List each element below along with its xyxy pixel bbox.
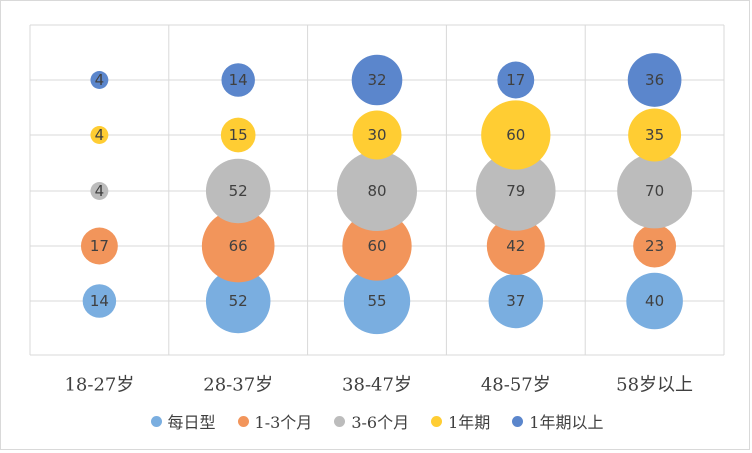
bubble-label-s4-c0: 4 xyxy=(95,71,105,89)
bubble-s3-c0 xyxy=(90,126,109,144)
bubble-label-s1-c0: 17 xyxy=(90,237,109,255)
bubble-label-s0-c2: 55 xyxy=(367,292,386,310)
bubble-label-s2-c1: 52 xyxy=(229,182,248,200)
bubble-s0-c1 xyxy=(205,268,271,334)
bubble-s2-c4 xyxy=(617,153,693,229)
bubbles xyxy=(80,53,693,335)
legend-item-3: 1年期 xyxy=(431,409,490,433)
bubble-s1-c3 xyxy=(486,217,545,275)
bubble-label-s2-c2: 80 xyxy=(367,182,386,200)
bubble-label-s4-c3: 17 xyxy=(506,71,525,89)
bubble-s3-c3 xyxy=(481,100,551,170)
legend: 每日型 1-3个月 3-6个月 1年期 1年期以上 xyxy=(1,409,752,433)
bubble-s1-c0 xyxy=(80,227,118,265)
bubble-s4-c2 xyxy=(351,54,403,106)
bubble-label-s2-c0: 4 xyxy=(95,182,105,200)
bubble-label-s4-c4: 36 xyxy=(645,71,664,89)
bubble-s0-c2 xyxy=(343,267,411,335)
legend-swatch-0 xyxy=(150,415,162,427)
bubble-label-s3-c1: 15 xyxy=(229,126,248,144)
legend-item-4: 1年期以上 xyxy=(512,409,603,433)
bubble-label-s3-c2: 30 xyxy=(367,126,386,144)
x-tick-label-3: 48-57岁 xyxy=(481,375,551,396)
x-tick-label-4: 58岁以上 xyxy=(616,375,693,396)
bubble-s2-c2 xyxy=(337,151,417,231)
legend-label-0: 每日型 xyxy=(167,413,216,432)
legend-label-1: 1-3个月 xyxy=(254,413,313,432)
bubble-label-s3-c0: 4 xyxy=(95,126,105,144)
bubble-s0-c0 xyxy=(82,284,117,318)
legend-label-4: 1年期以上 xyxy=(529,413,604,432)
bubble-label-s3-c4: 35 xyxy=(645,126,664,144)
x-tick-label-2: 38-47岁 xyxy=(342,375,412,396)
bubble-label-s1-c4: 23 xyxy=(645,237,664,255)
legend-swatch-2 xyxy=(334,415,346,427)
bubble-s1-c1 xyxy=(201,209,275,283)
bubble-s3-c4 xyxy=(628,108,682,162)
x-tick-label-0: 18-27岁 xyxy=(64,375,134,396)
legend-item-1: 1-3个月 xyxy=(237,409,313,433)
bubble-s4-c1 xyxy=(221,63,255,97)
bubble-label-s2-c4: 70 xyxy=(645,182,664,200)
legend-item-2: 3-6个月 xyxy=(334,409,409,433)
bubble-labels: 14 52 55 37 40 17 66 60 42 23 4 52 80 79 70 4 15 30 60 35 4 1… xyxy=(90,71,664,310)
bubble-s2-c3 xyxy=(476,151,556,231)
bubble-label-s0-c3: 37 xyxy=(506,292,525,310)
x-tick-label-1: 28-37岁 xyxy=(203,375,273,396)
bubble-s4-c4 xyxy=(627,53,682,107)
legend-label-3: 1年期 xyxy=(448,413,491,432)
bubble-s3-c1 xyxy=(220,117,256,153)
bubble-s3-c2 xyxy=(352,110,402,160)
legend-swatch-3 xyxy=(431,415,443,427)
bubble-label-s0-c4: 40 xyxy=(645,292,664,310)
legend-swatch-4 xyxy=(512,415,524,427)
legend-swatch-1 xyxy=(237,415,249,427)
bubble-s2-c0 xyxy=(90,182,109,200)
x-axis-ticks: 18-27岁 28-37岁 38-47岁 48-57岁 58岁以上 xyxy=(64,375,693,396)
bubble-label-s2-c3: 79 xyxy=(506,182,525,200)
bubble-s2-c1 xyxy=(205,158,271,224)
legend-item-0: 每日型 xyxy=(150,409,216,433)
bubble-s4-c3 xyxy=(497,61,535,99)
bubble-s0-c3 xyxy=(488,273,543,329)
bubble-s0-c4 xyxy=(626,272,683,330)
bubble-label-s3-c3: 60 xyxy=(506,126,525,144)
bubble-label-s0-c0: 14 xyxy=(90,292,109,310)
bubble-s1-c4 xyxy=(633,224,677,268)
bubble-s1-c2 xyxy=(342,211,412,281)
bubble-label-s0-c1: 52 xyxy=(229,292,248,310)
bubble-s4-c0 xyxy=(90,71,109,89)
legend-label-2: 3-6个月 xyxy=(351,413,410,432)
bubble-label-s4-c1: 14 xyxy=(229,71,248,89)
bubble-label-s4-c2: 32 xyxy=(367,71,386,89)
bubble-label-s1-c3: 42 xyxy=(506,237,525,255)
bubble-label-s1-c1: 66 xyxy=(229,237,248,255)
bubble-label-s1-c2: 60 xyxy=(367,237,386,255)
